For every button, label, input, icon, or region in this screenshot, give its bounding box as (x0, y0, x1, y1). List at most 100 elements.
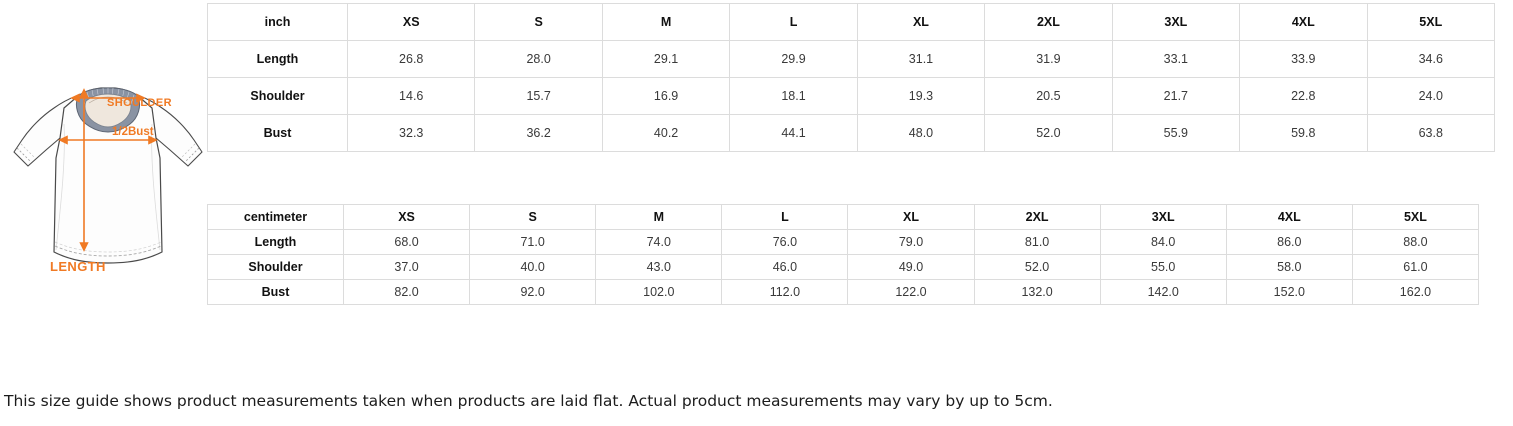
table-row: Length 26.8 28.0 29.1 29.9 31.1 31.9 33.… (207, 40, 1495, 78)
cell-cm-length-l: 76.0 (721, 229, 849, 255)
column-header-2xl: 2XL (984, 3, 1113, 41)
row-label-cm-bust: Bust (207, 279, 344, 305)
t-shirt-measurement-diagram: SHOULDER 1/2Bust LENGTH (8, 52, 208, 274)
cell-cm-bust-3xl: 142.0 (1099, 279, 1227, 305)
size-table-inch: inch XS S M L XL 2XL 3XL 4XL 5XL Length … (207, 3, 1495, 152)
cell-cm-bust-m: 102.0 (595, 279, 723, 305)
cell-cm-shoulder-5xl: 61.0 (1351, 254, 1480, 280)
shirt-left-cuff-hem-2 (20, 143, 36, 159)
cell-cm-length-xl: 79.0 (847, 229, 975, 255)
cell-cm-length-xs: 68.0 (342, 229, 471, 255)
cell-bust-m: 40.2 (601, 114, 731, 152)
cell-shoulder-xs: 14.6 (346, 77, 476, 115)
column-header-l: L (729, 3, 858, 41)
column-header-cm-3xl: 3XL (1099, 204, 1227, 230)
cell-cm-length-4xl: 86.0 (1225, 229, 1353, 255)
cell-shoulder-3xl: 21.7 (1111, 77, 1241, 115)
cell-length-4xl: 33.9 (1239, 40, 1368, 78)
cell-shoulder-4xl: 22.8 (1239, 77, 1368, 115)
row-label-cm-shoulder: Shoulder (207, 254, 344, 280)
column-header-cm-s: S (469, 204, 597, 230)
half-bust-measure-arrow (58, 135, 158, 145)
shirt-left-cuff-hem (16, 147, 32, 163)
row-label-shoulder: Shoulder (207, 77, 348, 115)
length-measure-arrow (79, 88, 89, 252)
column-header-cm-l: L (721, 204, 849, 230)
cell-length-5xl: 34.6 (1366, 40, 1495, 78)
cell-bust-xs: 32.3 (346, 114, 476, 152)
column-header-cm-2xl: 2XL (973, 204, 1101, 230)
table-row: Length 68.0 71.0 74.0 76.0 79.0 81.0 84.… (207, 229, 1480, 255)
shoulder-label: SHOULDER (107, 97, 172, 109)
cell-shoulder-5xl: 24.0 (1366, 77, 1495, 115)
column-header-m: M (601, 3, 731, 41)
table-row-header: inch XS S M L XL 2XL 3XL 4XL 5XL (207, 3, 1495, 41)
table-row-header: centimeter XS S M L XL 2XL 3XL 4XL 5XL (207, 204, 1480, 230)
shirt-right-cuff-hem (184, 147, 200, 163)
cell-cm-shoulder-4xl: 58.0 (1225, 254, 1353, 280)
table-row: Bust 82.0 92.0 102.0 112.0 122.0 132.0 1… (207, 279, 1480, 305)
shirt-bottom-hem (54, 245, 162, 257)
cell-cm-shoulder-xs: 37.0 (342, 254, 471, 280)
column-header-cm-4xl: 4XL (1225, 204, 1353, 230)
cell-cm-bust-4xl: 152.0 (1225, 279, 1353, 305)
cell-cm-shoulder-l: 46.0 (721, 254, 849, 280)
column-header-s: S (474, 3, 603, 41)
table-row: Shoulder 37.0 40.0 43.0 46.0 49.0 52.0 5… (207, 254, 1480, 280)
cell-cm-bust-2xl: 132.0 (973, 279, 1101, 305)
table-row: Bust 32.3 36.2 40.2 44.1 48.0 52.0 55.9 … (207, 114, 1495, 152)
cell-length-2xl: 31.9 (984, 40, 1113, 78)
unit-label-centimeter: centimeter (207, 204, 344, 230)
cell-length-m: 29.1 (601, 40, 731, 78)
cell-shoulder-m: 16.9 (601, 77, 731, 115)
cell-shoulder-2xl: 20.5 (984, 77, 1113, 115)
column-header-4xl: 4XL (1239, 3, 1368, 41)
cell-bust-s: 36.2 (474, 114, 603, 152)
cell-length-3xl: 33.1 (1111, 40, 1241, 78)
column-header-3xl: 3XL (1111, 3, 1241, 41)
cell-cm-length-s: 71.0 (469, 229, 597, 255)
table-cm-head: centimeter XS S M L XL 2XL 3XL 4XL 5XL (207, 204, 1480, 230)
cell-bust-5xl: 63.8 (1366, 114, 1495, 152)
half-bust-label: 1/2Bust (112, 126, 154, 138)
cell-shoulder-s: 15.7 (474, 77, 603, 115)
unit-label-inch: inch (207, 3, 348, 41)
cell-shoulder-l: 18.1 (729, 77, 858, 115)
cell-length-xs: 26.8 (346, 40, 476, 78)
shirt-right-cuff-hem-2 (180, 143, 196, 159)
cell-cm-length-2xl: 81.0 (973, 229, 1101, 255)
cell-cm-shoulder-xl: 49.0 (847, 254, 975, 280)
shirt-neck-inner-shade (88, 96, 128, 104)
size-table-centimeter: centimeter XS S M L XL 2XL 3XL 4XL 5XL L… (207, 204, 1480, 305)
cell-cm-bust-l: 112.0 (721, 279, 849, 305)
cell-bust-2xl: 52.0 (984, 114, 1113, 152)
cell-cm-length-3xl: 84.0 (1099, 229, 1227, 255)
row-label-cm-length: Length (207, 229, 344, 255)
cell-length-l: 29.9 (729, 40, 858, 78)
cell-cm-shoulder-2xl: 52.0 (973, 254, 1101, 280)
cell-bust-xl: 48.0 (856, 114, 986, 152)
cell-cm-bust-5xl: 162.0 (1351, 279, 1480, 305)
column-header-cm-5xl: 5XL (1351, 204, 1480, 230)
shirt-bottom-hem-2 (54, 241, 162, 253)
table-inch-head: inch XS S M L XL 2XL 3XL 4XL 5XL (207, 3, 1495, 41)
row-label-length: Length (207, 40, 348, 78)
cell-cm-length-m: 74.0 (595, 229, 723, 255)
column-header-cm-m: M (595, 204, 723, 230)
table-inch-body: Length 26.8 28.0 29.1 29.9 31.1 31.9 33.… (207, 40, 1495, 152)
cell-cm-bust-xs: 82.0 (342, 279, 471, 305)
column-header-xs: XS (346, 3, 476, 41)
table-cm-body: Length 68.0 71.0 74.0 76.0 79.0 81.0 84.… (207, 229, 1480, 305)
column-header-cm-xs: XS (342, 204, 471, 230)
cell-bust-4xl: 59.8 (1239, 114, 1368, 152)
table-row: Shoulder 14.6 15.7 16.9 18.1 19.3 20.5 2… (207, 77, 1495, 115)
length-label: LENGTH (50, 259, 106, 274)
cell-cm-bust-xl: 122.0 (847, 279, 975, 305)
column-header-xl: XL (856, 3, 986, 41)
cell-cm-shoulder-3xl: 55.0 (1099, 254, 1227, 280)
cell-length-xl: 31.1 (856, 40, 986, 78)
cell-length-s: 28.0 (474, 40, 603, 78)
cell-shoulder-xl: 19.3 (856, 77, 986, 115)
size-guide-disclaimer: This size guide shows product measuremen… (4, 392, 1053, 410)
shirt-neck-opening (84, 93, 132, 128)
